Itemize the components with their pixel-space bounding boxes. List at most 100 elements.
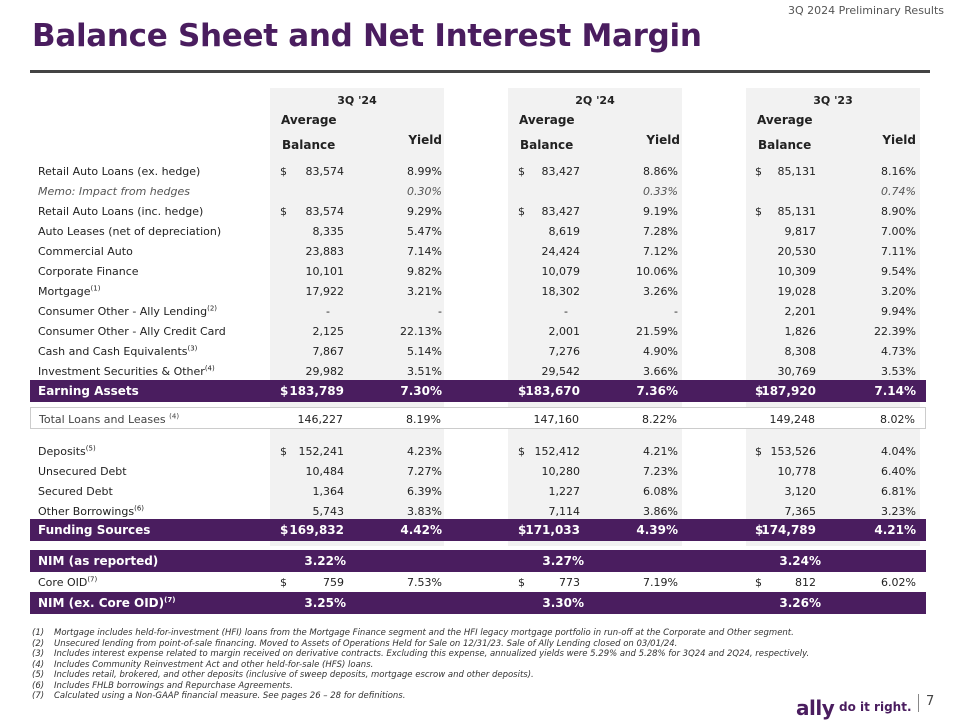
yield-cell: 10.06% [636, 265, 678, 278]
yield-cell: 7.53% [407, 576, 442, 589]
col-header-balance: Balance [758, 138, 812, 152]
nim-value: 3.22% [304, 554, 346, 568]
yield-cell: - [438, 305, 442, 318]
yield-cell: 9.29% [407, 205, 442, 218]
balance-cell: 10,079 [541, 265, 581, 278]
currency-symbol: $ [280, 165, 287, 178]
row-label: Deposits(5) [38, 444, 96, 458]
yield-cell: 4.23% [407, 445, 442, 458]
yield-cell: 7.19% [643, 576, 678, 589]
yield-cell: 3.20% [881, 285, 916, 298]
yield-cell: 9.82% [407, 265, 442, 278]
nim-value: 3.27% [542, 554, 584, 568]
row-nim-ex-core-oid: NIM (ex. Core OID)(7) 3.25% 3.30% 3.26% [30, 592, 926, 614]
yield-cell: 0.30% [407, 185, 442, 198]
currency-symbol: $ [518, 523, 527, 537]
balance-cell: 30,769 [777, 365, 817, 378]
nim-value: 3.25% [304, 596, 346, 610]
yield-cell: 21.59% [636, 325, 678, 338]
yield-cell: 8.19% [406, 413, 441, 426]
balance-cell: - [326, 305, 330, 318]
balance-cell: 171,033 [525, 523, 580, 537]
yield-cell: 4.90% [643, 345, 678, 358]
balance-cell: 1,826 [784, 325, 817, 338]
yield-cell: 7.36% [636, 384, 678, 398]
nim-value: 3.26% [779, 596, 821, 610]
yield-cell: 3.86% [643, 505, 678, 518]
yield-cell: 6.81% [881, 485, 916, 498]
balance-cell: 169,832 [289, 523, 344, 537]
balance-cell: 2,001 [548, 325, 581, 338]
balance-cell: 812 [795, 576, 816, 589]
yield-cell: 5.47% [407, 225, 442, 238]
balance-cell: 8,308 [784, 345, 817, 358]
row-nim-as-reported: NIM (as reported) 3.22% 3.27% 3.24% [30, 550, 926, 572]
currency-symbol: $ [518, 384, 527, 398]
balance-cell: 10,484 [305, 465, 345, 478]
balance-cell: 9,817 [784, 225, 817, 238]
balance-cell: 85,131 [777, 165, 817, 178]
yield-cell: 6.02% [881, 576, 916, 589]
yield-cell: 3.53% [881, 365, 916, 378]
balance-cell: 83,574 [305, 205, 345, 218]
row-label: NIM (ex. Core OID)(7) [38, 596, 176, 610]
balance-cell: - [564, 305, 568, 318]
row-consumer-ally-lending: Consumer Other - Ally Lending(2) - - - -… [30, 301, 926, 321]
yield-cell: 0.74% [881, 185, 916, 198]
footnote: (2) Unsecured lending from point-of-sale … [32, 638, 678, 649]
yield-cell: 9.94% [881, 305, 916, 318]
row-earning-assets: Earning Assets $ 183,789 7.30% $ 183,670… [30, 380, 926, 402]
title-divider [30, 70, 930, 73]
yield-cell: 3.23% [881, 505, 916, 518]
row-label: Secured Debt [38, 485, 113, 498]
row-label: Mortgage(1) [38, 284, 101, 298]
balance-cell: 83,427 [541, 165, 581, 178]
yield-cell: 5.14% [407, 345, 442, 358]
balance-cell: 7,365 [784, 505, 817, 518]
row-unsecured-debt: Unsecured Debt 10,484 7.27% 10,280 7.23%… [30, 461, 926, 481]
yield-cell: 3.83% [407, 505, 442, 518]
balance-cell: 152,241 [298, 445, 345, 458]
balance-cell: 1,364 [312, 485, 345, 498]
balance-cell: 29,982 [305, 365, 345, 378]
footnote: (6) Includes FHLB borrowings and Repurcha… [32, 680, 293, 691]
period-header-3q24: 3Q '24 [337, 94, 377, 107]
row-core-oid: Core OID(7) $ 759 7.53% $ 773 7.19% $ 81… [30, 572, 926, 592]
balance-cell: 759 [323, 576, 344, 589]
balance-cell: 7,114 [548, 505, 581, 518]
yield-cell: 7.00% [881, 225, 916, 238]
row-label: Funding Sources [38, 523, 151, 537]
yield-cell: 6.08% [643, 485, 678, 498]
col-header-yield: Yield [408, 133, 442, 147]
footnote: (4) Includes Community Reinvestment Act a… [32, 659, 374, 670]
balance-cell: 29,542 [541, 365, 581, 378]
row-corporate-finance: Corporate Finance 10,101 9.82% 10,079 10… [30, 261, 926, 281]
row-label: NIM (as reported) [38, 554, 159, 568]
column-band-2q24 [508, 88, 682, 546]
row-other-borrowings: Other Borrowings(6) 5,743 3.83% 7,114 3.… [30, 501, 926, 521]
period-header-2q24: 2Q '24 [575, 94, 615, 107]
balance-cell: 152,412 [534, 445, 581, 458]
row-commercial-auto: Commercial Auto 23,883 7.14% 24,424 7.12… [30, 241, 926, 261]
footnote: (3) Includes interest expense related to … [32, 649, 810, 659]
row-label: Commercial Auto [38, 245, 133, 258]
balance-cell: 83,574 [305, 165, 345, 178]
balance-cell: 85,131 [777, 205, 817, 218]
yield-cell: 7.11% [881, 245, 916, 258]
currency-symbol: $ [518, 205, 525, 218]
row-label: Memo: Impact from hedges [38, 185, 190, 198]
yield-cell: 4.04% [881, 445, 916, 458]
footnote: (7) Calculated using a Non-GAAP financial… [32, 691, 406, 701]
row-label: Consumer Other - Ally Credit Card [38, 325, 226, 338]
row-funding-sources: Funding Sources $ 169,832 4.42% $ 171,03… [30, 519, 926, 541]
balance-cell: 10,101 [305, 265, 345, 278]
row-label: Retail Auto Loans (ex. hedge) [38, 165, 201, 178]
col-header-balance: Balance [282, 138, 336, 152]
yield-cell: 7.23% [643, 465, 678, 478]
yield-cell: 8.99% [407, 165, 442, 178]
balance-cell: 174,789 [761, 523, 816, 537]
balance-cell: 7,276 [548, 345, 581, 358]
footer-divider [918, 694, 919, 712]
row-label: Investment Securities & Other(4) [38, 364, 215, 378]
col-header-yield: Yield [882, 133, 916, 147]
